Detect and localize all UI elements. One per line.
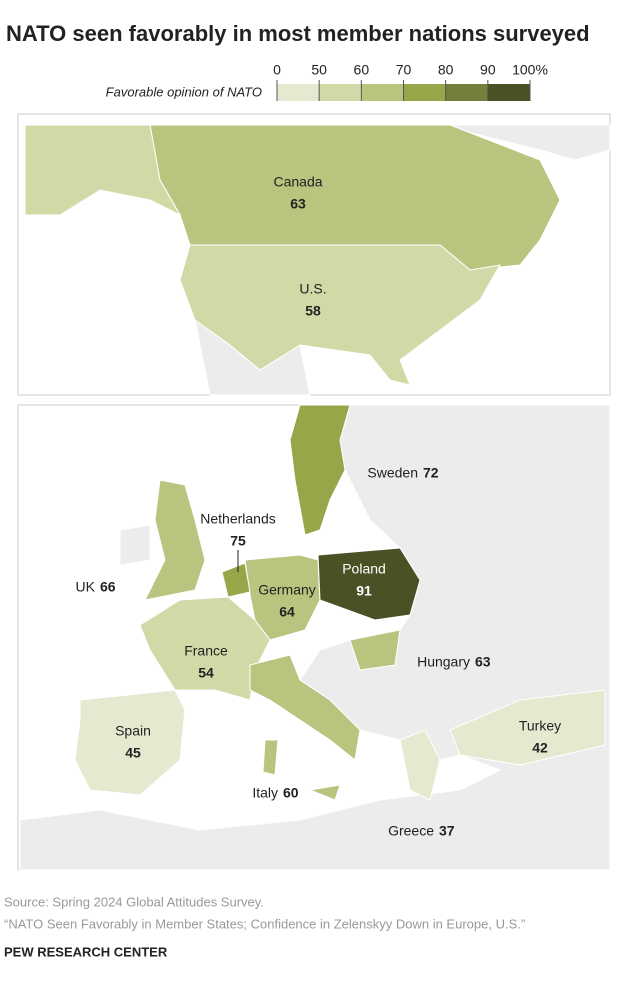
region bbox=[244, 554, 321, 641]
region-name: Canada bbox=[273, 174, 322, 190]
region-name: Spain bbox=[115, 723, 151, 739]
region-name: Germany bbox=[258, 582, 316, 598]
region-value: 63 bbox=[290, 196, 306, 212]
region-name: Poland bbox=[342, 561, 386, 577]
region bbox=[24, 124, 182, 217]
region-value: 72 bbox=[423, 465, 439, 481]
region bbox=[289, 404, 351, 536]
legend-tick-label: 90 bbox=[480, 62, 496, 78]
legend-bin bbox=[403, 84, 446, 101]
region bbox=[262, 739, 279, 776]
region-value: 45 bbox=[125, 745, 141, 761]
source: Source: Spring 2024 Global Attitudes Sur… bbox=[4, 894, 264, 909]
region-name: Hungary bbox=[417, 654, 470, 670]
region-value: 37 bbox=[439, 823, 455, 839]
region bbox=[74, 689, 186, 796]
legend: 0 50 60 70 80 90 100% bbox=[273, 62, 548, 101]
legend-tick-label: 50 bbox=[311, 62, 327, 78]
region bbox=[139, 596, 271, 701]
region bbox=[399, 729, 441, 801]
region-name: Italy bbox=[252, 785, 278, 801]
region bbox=[349, 629, 401, 671]
legend-bin bbox=[487, 84, 530, 101]
greenland bbox=[439, 124, 611, 161]
legend-tick-label: 100% bbox=[512, 62, 548, 78]
region-name: Netherlands bbox=[200, 511, 276, 527]
credit: PEW RESEARCH CENTER bbox=[4, 944, 168, 959]
region-name: Sweden bbox=[367, 465, 418, 481]
region-value: 54 bbox=[198, 665, 214, 681]
region-name: Greece bbox=[388, 823, 434, 839]
region bbox=[221, 562, 251, 598]
legend-tick-label: 0 bbox=[273, 62, 281, 78]
legend-bin bbox=[277, 84, 320, 101]
labels: Canada 63 U.S. 58 Sweden 72 Netherlands 75 UK 66 P… bbox=[76, 174, 562, 839]
region-value: 64 bbox=[279, 604, 295, 620]
ireland bbox=[119, 524, 151, 566]
region-value: 58 bbox=[305, 303, 321, 319]
region bbox=[317, 547, 421, 621]
note: “NATO Seen Favorably in Member States; C… bbox=[4, 916, 525, 931]
region-name: Turkey bbox=[519, 718, 561, 734]
legend-bin bbox=[445, 84, 488, 101]
region-value: 66 bbox=[100, 579, 116, 595]
legend-tick-label: 70 bbox=[396, 62, 412, 78]
region bbox=[449, 689, 606, 766]
region-name: France bbox=[184, 643, 228, 659]
region-value: 60 bbox=[283, 785, 299, 801]
legend-label: Favorable opinion of NATO bbox=[106, 84, 262, 99]
region-value: 63 bbox=[475, 654, 491, 670]
legend-bin bbox=[361, 84, 404, 101]
title: NATO seen favorably in most member natio… bbox=[6, 21, 590, 46]
region-value: 91 bbox=[356, 583, 372, 599]
legend-bin bbox=[319, 84, 362, 101]
region-name: UK bbox=[76, 579, 96, 595]
region-value: 75 bbox=[230, 533, 246, 549]
region-value: 42 bbox=[532, 740, 548, 756]
region-name: U.S. bbox=[299, 281, 326, 297]
region bbox=[179, 244, 501, 386]
legend-tick-label: 60 bbox=[354, 62, 370, 78]
region bbox=[249, 654, 361, 761]
region bbox=[308, 784, 341, 801]
legend-tick-label: 80 bbox=[438, 62, 454, 78]
region bbox=[144, 479, 206, 601]
